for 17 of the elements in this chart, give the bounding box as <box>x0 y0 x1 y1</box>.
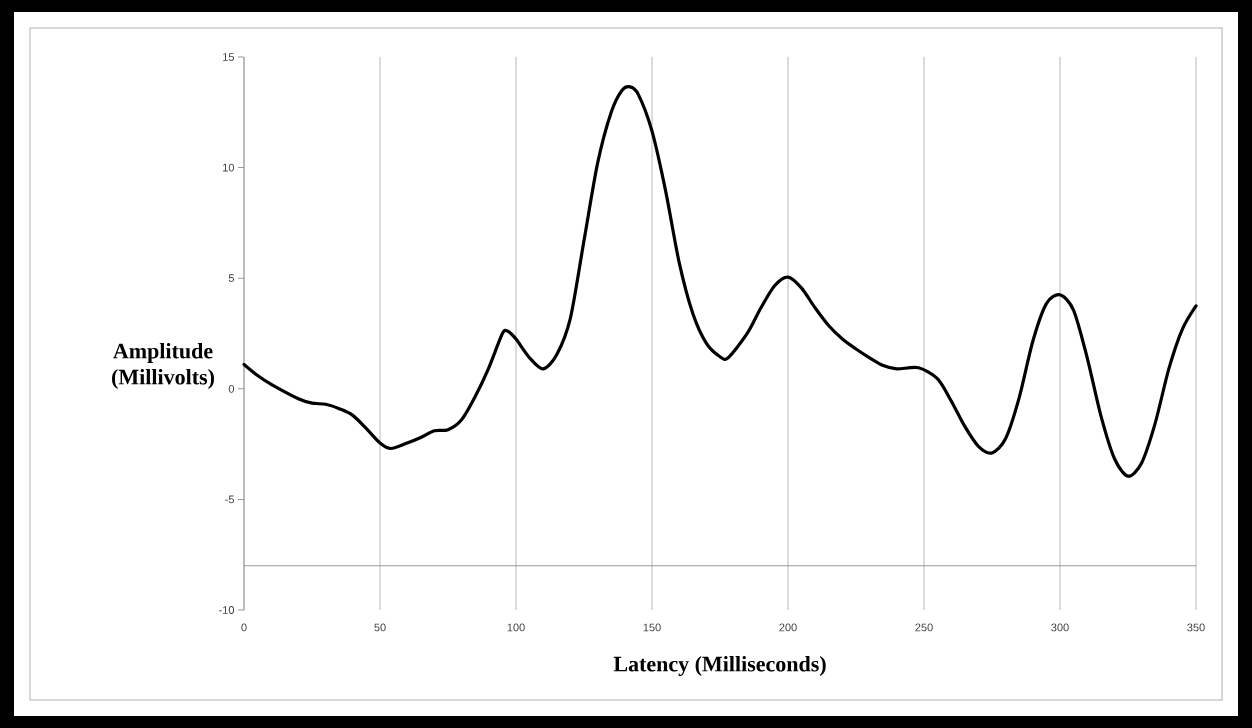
y-tick-label: 5 <box>228 274 234 283</box>
x-axis-title: Latency (Milliseconds) <box>613 656 826 677</box>
y-tick-label: -5 <box>225 495 234 504</box>
x-tick-label: 100 <box>507 623 525 632</box>
y-axis-title: Amplitude (Millivolts) <box>112 343 214 389</box>
x-tick-label: 200 <box>779 623 797 632</box>
x-tick-label: 300 <box>1051 623 1069 632</box>
x-tick-label: 250 <box>915 623 933 632</box>
y-tick-label: 0 <box>228 384 235 393</box>
y-tick-label: -10 <box>219 606 235 614</box>
x-tick-label: 50 <box>374 623 386 632</box>
x-tick-label: 0 <box>241 623 247 632</box>
y-tick-label: 15 <box>223 53 234 61</box>
x-tick-label: 350 <box>1187 623 1205 632</box>
x-tick-label: 150 <box>643 623 661 632</box>
line-series <box>242 85 1198 478</box>
y-tick-label: 10 <box>223 163 235 172</box>
